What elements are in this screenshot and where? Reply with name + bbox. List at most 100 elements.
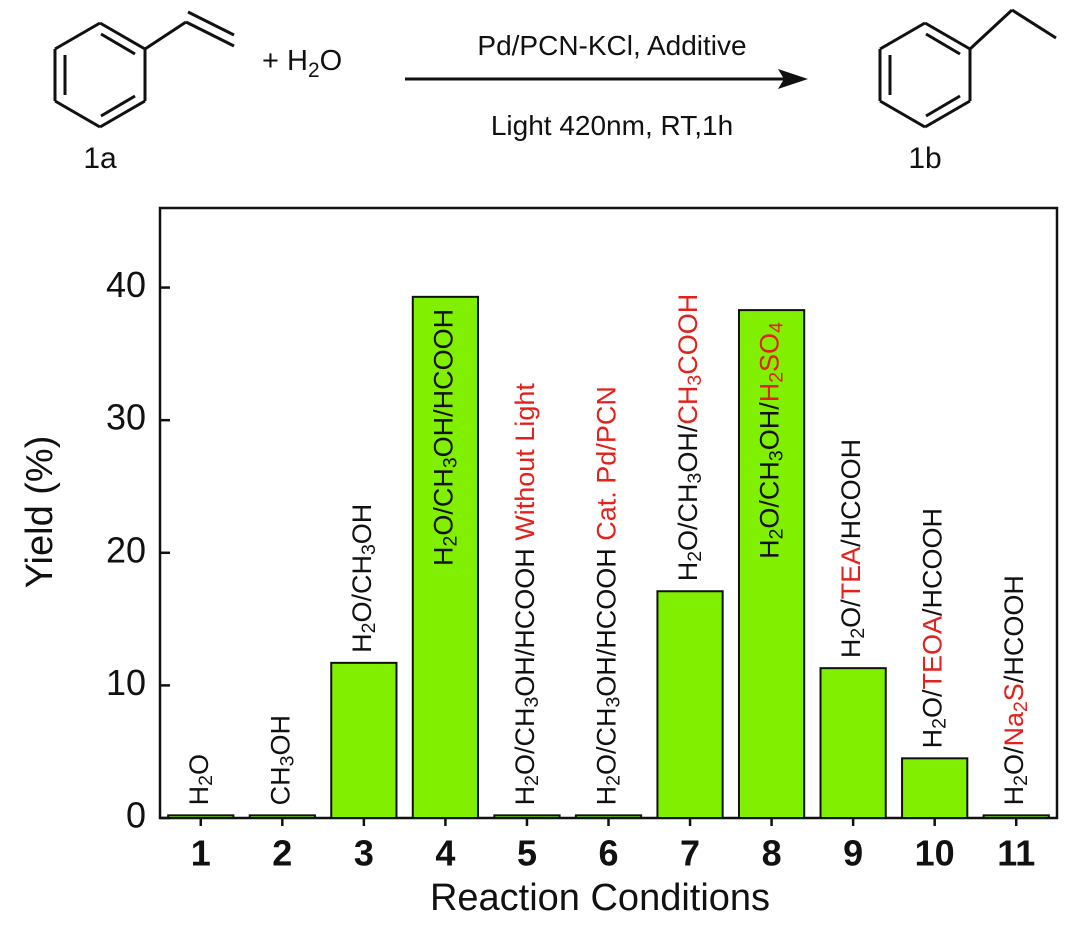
- bar: [574, 814, 643, 820]
- text-segment: H: [918, 729, 948, 749]
- x-tick-label: 11: [997, 833, 1035, 874]
- bar: [493, 814, 561, 820]
- subscript: 2: [195, 775, 217, 786]
- bar: [737, 309, 806, 819]
- text-segment: OH: [265, 715, 295, 756]
- x-tick-label: 1: [191, 833, 211, 874]
- subscript: 3: [276, 756, 298, 767]
- text-segment: H: [755, 383, 785, 403]
- subscript: 2: [684, 551, 706, 562]
- x-tick-label: 5: [517, 833, 537, 874]
- bar-label: H2O: [184, 754, 217, 805]
- subscript: 4: [766, 322, 788, 333]
- y-tick-label: 10: [106, 662, 146, 703]
- text-segment: O/CH: [429, 468, 459, 535]
- text-segment: /HCOOH: [836, 439, 866, 547]
- x-tick-label: 7: [680, 833, 700, 874]
- subscript: 3: [603, 697, 625, 708]
- text-segment: H: [755, 539, 785, 559]
- text-segment: S: [999, 683, 1029, 701]
- subscript: 2: [440, 536, 462, 547]
- bar: [167, 814, 235, 820]
- bar: [982, 814, 1050, 820]
- text-segment: OH/: [673, 424, 703, 473]
- bar: [330, 661, 398, 820]
- text-segment: + H: [262, 45, 308, 77]
- x-tick-label: 2: [272, 833, 292, 874]
- text-segment: O/: [999, 746, 1029, 775]
- text-segment: O/CH: [592, 708, 622, 776]
- text-segment: CH: [673, 386, 703, 425]
- text-segment: H: [673, 562, 703, 582]
- text-segment: O/CH: [347, 555, 377, 623]
- reagent: + H2O: [262, 45, 342, 82]
- x-tick-label: 3: [354, 833, 374, 874]
- subscript: 2: [603, 775, 625, 786]
- text-segment: O: [184, 754, 214, 775]
- bar-label: H2O/CH3OH/H2SO4: [755, 322, 788, 559]
- bar: [656, 590, 724, 819]
- text-segment: OH/HCOOH: [510, 548, 540, 697]
- bar-label: H2O/CH3OH/HCOOH: [429, 309, 462, 566]
- text-segment: COOH: [673, 294, 703, 375]
- text-segment: TEOA: [918, 616, 948, 690]
- condition-below: Light 420nm, RT,1h: [491, 110, 733, 141]
- bar-label: H2O/TEA/HCOOH: [836, 439, 869, 658]
- bar: [411, 295, 480, 819]
- bar-label: H2O/TEOA/HCOOH: [918, 508, 951, 748]
- x-tick-label: 8: [762, 833, 782, 874]
- text-segment: O/: [918, 689, 948, 718]
- bar-label: H2O/CH3OH/HCOOH Cat. Pd/PCN: [592, 386, 625, 805]
- subscript: 3: [684, 473, 706, 484]
- text-segment: OH/: [755, 402, 785, 451]
- subscript: 2: [766, 372, 788, 383]
- subscript: 3: [684, 375, 706, 386]
- x-tick-label: 4: [435, 833, 455, 874]
- bar-label: H2O/CH3OH/HCOOH Without Light: [510, 383, 543, 806]
- subscript: 2: [308, 59, 320, 82]
- bar: [248, 814, 316, 820]
- subscript: 2: [521, 775, 543, 786]
- bar: [819, 667, 887, 819]
- text-segment: H: [347, 633, 377, 653]
- bar: [901, 757, 969, 820]
- ethylbenzene-structure: [878, 8, 1057, 129]
- text-segment: Na: [999, 711, 1029, 746]
- text-segment: H: [999, 786, 1029, 806]
- y-axis-label: Yield (%): [19, 436, 61, 589]
- text-segment: O/CH: [510, 708, 540, 776]
- y-tick-label: 30: [106, 397, 146, 438]
- text-segment: CH: [265, 766, 295, 805]
- text-segment: O/: [836, 599, 866, 628]
- text-segment: H: [836, 639, 866, 659]
- text-segment: SO: [755, 333, 785, 372]
- text-segment: OH/HCOOH: [592, 548, 622, 697]
- condition-above: Pd/PCN-KCl, Additive: [477, 30, 746, 61]
- text-segment: /HCOOH: [999, 575, 1029, 683]
- text-segment: H: [592, 786, 622, 806]
- styrene-structure: [53, 10, 235, 129]
- y-tick-label: 40: [106, 264, 146, 305]
- bar-label: H2O/CH3OH/CH3COOH: [673, 294, 706, 581]
- text-segment: O/CH: [673, 483, 703, 551]
- subscript: 3: [358, 544, 380, 555]
- subscript: 2: [766, 529, 788, 540]
- subscript: 2: [1010, 701, 1032, 712]
- bar-label: H2O/Na2S/HCOOH: [999, 575, 1032, 805]
- text-segment: H: [510, 786, 540, 806]
- text-segment: O: [320, 45, 343, 77]
- subscript: 3: [766, 450, 788, 461]
- x-axis-label: Reaction Conditions: [430, 877, 770, 919]
- bar-label: CH3OH: [265, 715, 298, 805]
- subscript: 3: [521, 697, 543, 708]
- subscript: 2: [929, 718, 951, 729]
- text-segment: OH: [347, 504, 377, 545]
- x-tick-label: 9: [843, 833, 863, 874]
- text-segment: H: [184, 786, 214, 806]
- y-tick-label: 0: [126, 795, 146, 836]
- text-segment: Cat. Pd/PCN: [592, 386, 622, 548]
- text-segment: Without Light: [510, 383, 540, 549]
- text-segment: TEA: [836, 547, 866, 600]
- y-tick-label: 20: [106, 529, 146, 570]
- text-segment: H: [429, 546, 459, 566]
